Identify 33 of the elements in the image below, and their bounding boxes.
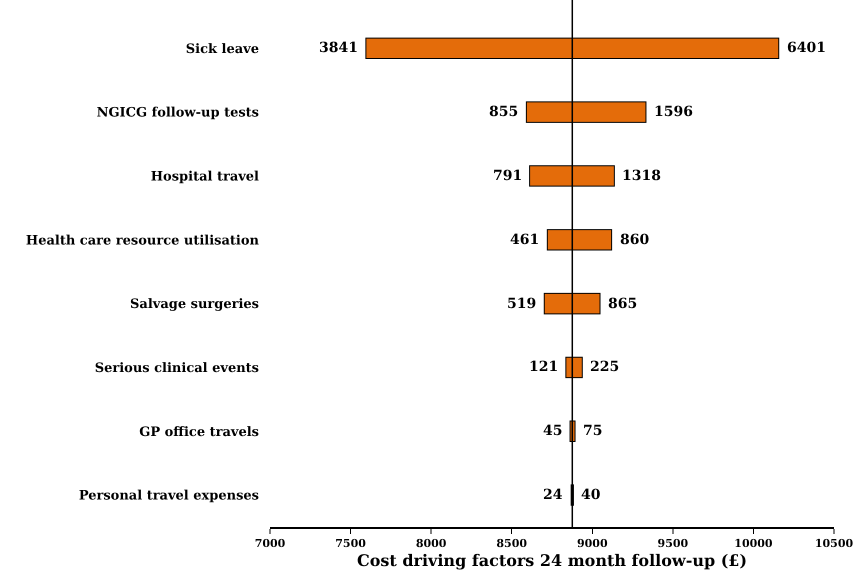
y-tick-label: NGICG follow-up tests [96, 106, 259, 121]
annotation: 461 [510, 232, 540, 248]
annotation: 121 [529, 359, 558, 375]
annotation: 6401 [787, 40, 826, 56]
x-tick-label: 7500 [335, 536, 366, 550]
x-tick-label: 7000 [254, 536, 286, 550]
x-tick-label: 10500 [814, 536, 854, 550]
annotation: 24 [543, 487, 563, 503]
x-tick-label: 8000 [416, 536, 447, 550]
annotation: 519 [507, 296, 536, 312]
x-tick-label: 9500 [658, 536, 689, 550]
annotation: 1318 [622, 168, 661, 184]
y-tick-label: Personal travel expenses [78, 488, 259, 504]
annotation: 1596 [654, 104, 693, 120]
annotation: 225 [590, 359, 620, 375]
annotation: 865 [608, 296, 638, 312]
x-tick-label: 8500 [496, 536, 528, 550]
annotation: 40 [581, 487, 601, 503]
x-tick-label: 9000 [576, 536, 608, 550]
y-tick-label: GP office travels [139, 424, 259, 440]
y-tick-label: Health care resource utilisation [26, 233, 260, 248]
y-tick-label: Serious clinical events [94, 360, 259, 376]
y-tick-label: Hospital travel [150, 170, 260, 184]
y-tick-label: Sick leave [186, 42, 259, 57]
annotation: 3841 [319, 40, 358, 56]
x-axis-title: Cost driving factors 24 month follow-up (£) [356, 551, 748, 570]
annotation: 791 [493, 168, 522, 184]
annotation: 75 [583, 423, 602, 439]
annotation: 45 [543, 423, 562, 439]
annotation: 860 [620, 232, 650, 248]
x-tick-label: 10000 [734, 536, 773, 550]
annotation: 855 [489, 104, 518, 120]
y-tick-label: Salvage surgeries [130, 297, 259, 312]
